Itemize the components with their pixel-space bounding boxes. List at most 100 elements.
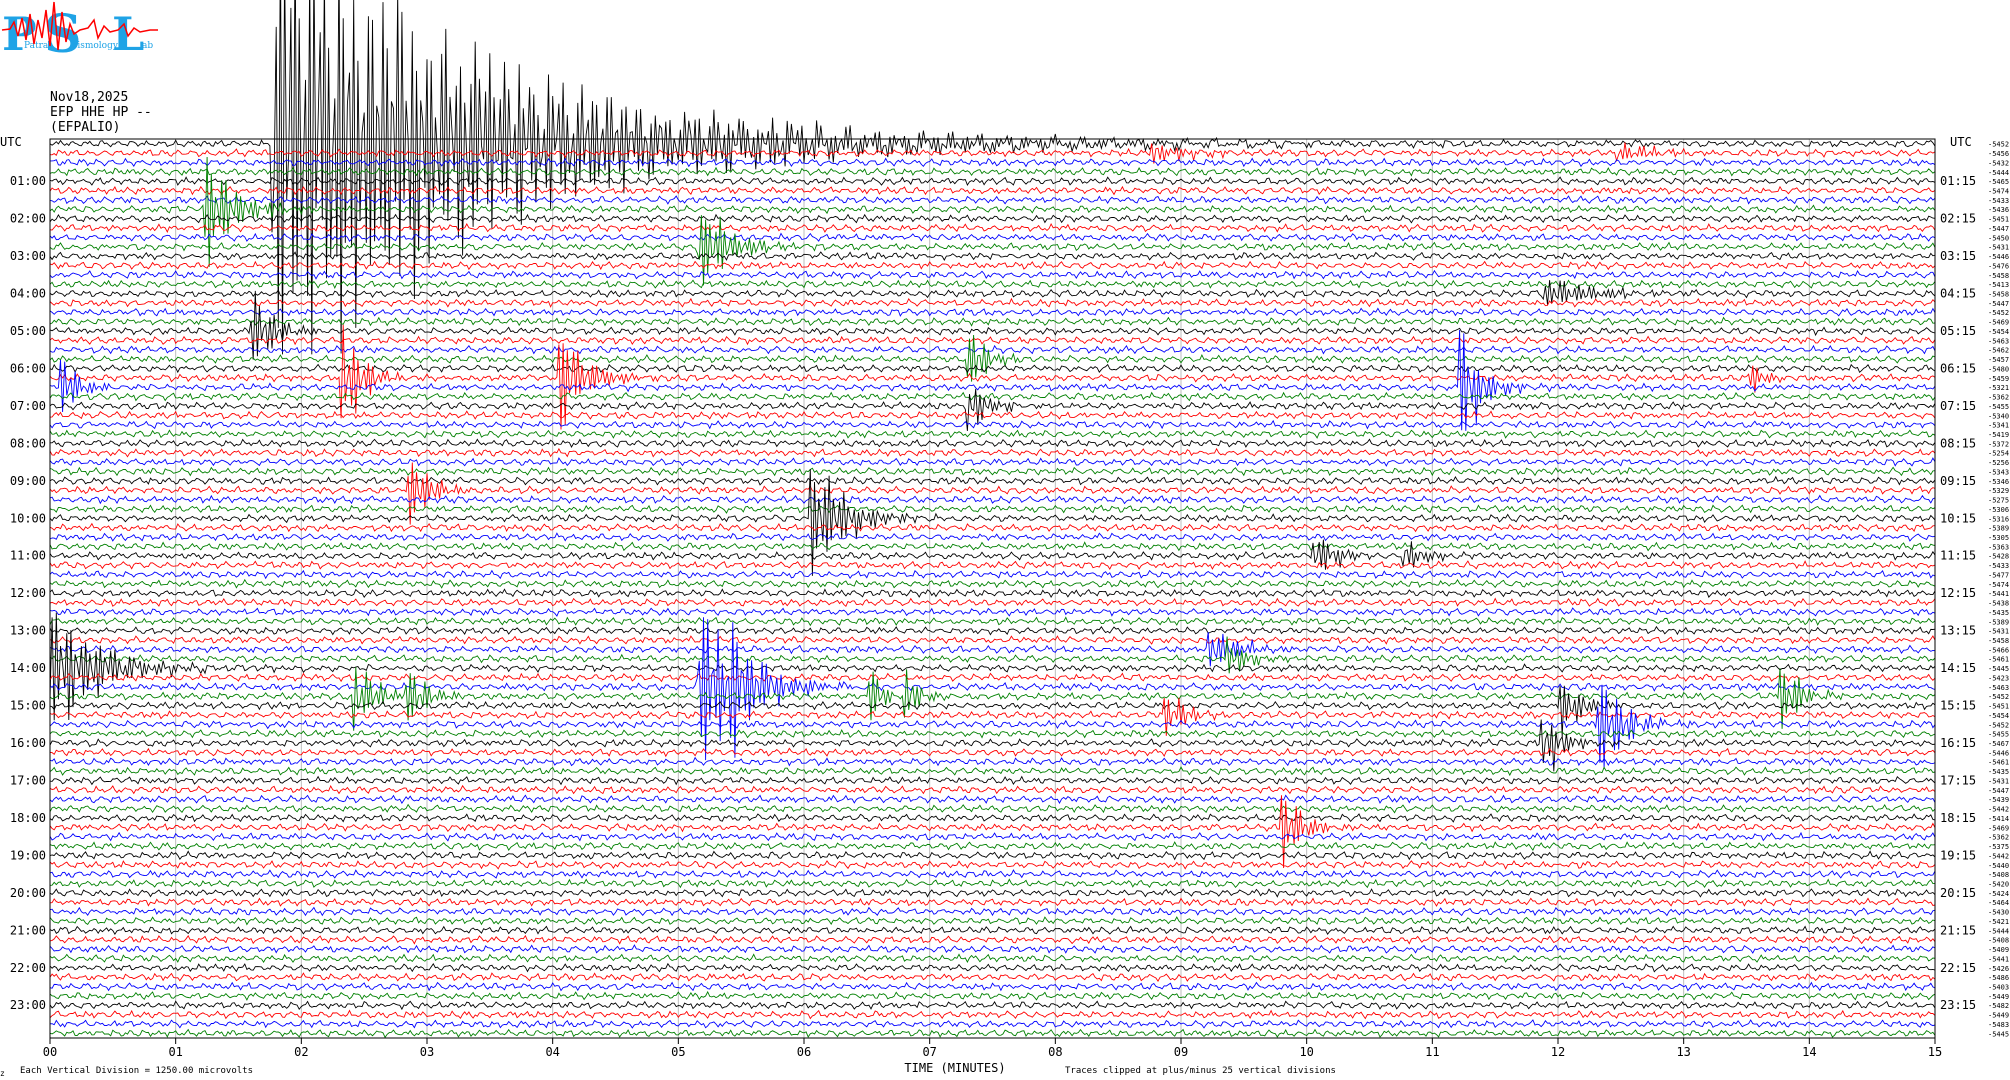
hour-label-left: 08:00 [10,436,46,450]
trace-line [49,195,1936,205]
hour-label-right: 05:15 [1940,324,1976,338]
trace-offset-label: -5442 [1988,852,2009,860]
trace-line [49,878,1935,889]
trace-offset-label: -5362 [1988,834,2009,842]
trace-offset-label: -5305 [1988,534,2009,542]
trace-offset-label: -5452 [1988,721,2009,729]
hour-label-left: 16:00 [10,736,46,750]
trace-line [49,391,1936,402]
trace-line [49,775,1936,786]
trace-offset-label: -5476 [1988,262,2009,270]
x-tick-label: 09 [1174,1045,1188,1059]
trace-line [49,251,1936,261]
trace-offset-label: -5445 [1988,665,2009,673]
hour-label-left: 18:00 [10,811,46,825]
clip-note: Traces clipped at plus/minus 25 vertical… [1065,1066,1336,1076]
trace-offset-label: -5431 [1988,777,2009,785]
trace-line [49,617,1936,761]
trace-offset-label: -5452 [1988,693,2009,701]
scale-note: Each Vertical Division = 1250.00 microvo… [20,1066,253,1076]
hour-label-left: 11:00 [10,549,46,563]
hour-label-right: 09:15 [1940,474,1976,488]
trace-line [49,504,1936,514]
trace-line [49,0,1936,355]
trace-offset-label: -5444 [1988,169,2009,177]
hour-label-right: 14:15 [1940,661,1976,675]
trace-offset-label: -5469 [1988,824,2009,832]
trace-line [49,410,1936,421]
trace-line [49,307,1936,317]
hour-label-left: 05:00 [10,324,46,338]
trace-line [49,897,1936,907]
trace-line [49,185,1936,196]
hour-label-left: 06:00 [10,361,46,375]
corner-mark: z [0,1069,5,1078]
trace-line [49,860,1936,870]
trace-line [49,925,1936,936]
trace-line [49,569,1936,580]
trace-offset-label: -5435 [1988,768,2009,776]
hour-label-right: 13:15 [1940,624,1976,638]
hour-label-right: 02:15 [1940,212,1976,226]
trace-line [49,578,1936,589]
x-tick-label: 11 [1425,1045,1439,1059]
trace-offset-label: -5316 [1988,515,2009,523]
hour-label-right: 08:15 [1940,436,1976,450]
trace-offset-label: -5455 [1988,403,2009,411]
hour-label-right: 16:15 [1940,736,1976,750]
x-tick-label: 06 [797,1045,811,1059]
trace-offset-label: -5454 [1988,328,2009,336]
trace-line [49,329,1936,431]
trace-line [49,684,1936,769]
x-tick-label: 08 [1048,1045,1062,1059]
trace-offset-label: -5459 [1988,375,2009,383]
x-tick-label: 12 [1551,1045,1565,1059]
x-tick-label: 04 [545,1045,559,1059]
trace-line [49,729,1936,739]
trace-offset-label: -5480 [1988,365,2009,373]
logo-word-patras: Patras [24,41,53,51]
trace-offset-label: -5441 [1988,955,2009,963]
trace-offset-label: -5450 [1988,234,2009,242]
trace-line [49,635,1936,645]
trace-offset-label: -5254 [1988,450,2009,458]
hour-label-left: 22:00 [10,961,46,975]
trace-line [49,324,1936,430]
trace-line [49,176,1936,186]
hour-label-left: 12:00 [10,586,46,600]
hour-label-left: 01:00 [10,174,46,188]
trace-offset-label: -5424 [1988,890,2009,898]
trace-line [49,232,1936,242]
trace-offset-label: -5363 [1988,543,2009,551]
x-tick-label: 05 [671,1045,685,1059]
trace-line [49,625,1936,636]
trace-line [49,215,1936,286]
trace-line [49,166,1936,177]
hour-label-right: 21:15 [1940,923,1976,937]
trace-line [49,972,1936,982]
trace-offset-label: -5482 [1988,1002,2009,1010]
trace-offset-label: -5444 [1988,927,2009,935]
trace-offset-label: -5362 [1988,394,2009,402]
trace-line [49,334,1936,382]
trace-line [49,813,1936,823]
trace-offset-label: -5461 [1988,759,2009,767]
hour-label-right: 06:15 [1940,361,1976,375]
trace-line [49,612,1936,721]
trace-offset-label: -5441 [1988,590,2009,598]
hour-label-right: 12:15 [1940,586,1976,600]
x-tick-label: 03 [420,1045,434,1059]
trace-offset-label: -5408 [1988,871,2009,879]
trace-line [49,803,1936,814]
hour-label-left: 09:00 [10,474,46,488]
trace-offset-label: -5449 [1988,1012,2009,1020]
trace-offset-label: -5433 [1988,562,2009,570]
trace-offset-label: -5431 [1988,628,2009,636]
hour-label-left: 04:00 [10,287,46,301]
trace-offset-label: -5456 [1988,150,2009,158]
trace-offset-label: -5431 [1988,244,2009,252]
axis-labels: 00 01 02 03 04 05 06 07 08 09 10 11 12 13 14 15 01:00 01:… [10,141,2009,1059]
trace-offset-label: -5306 [1988,506,2009,514]
trace-offset-label: -5426 [1988,965,2009,973]
hour-label-left: 20:00 [10,886,46,900]
